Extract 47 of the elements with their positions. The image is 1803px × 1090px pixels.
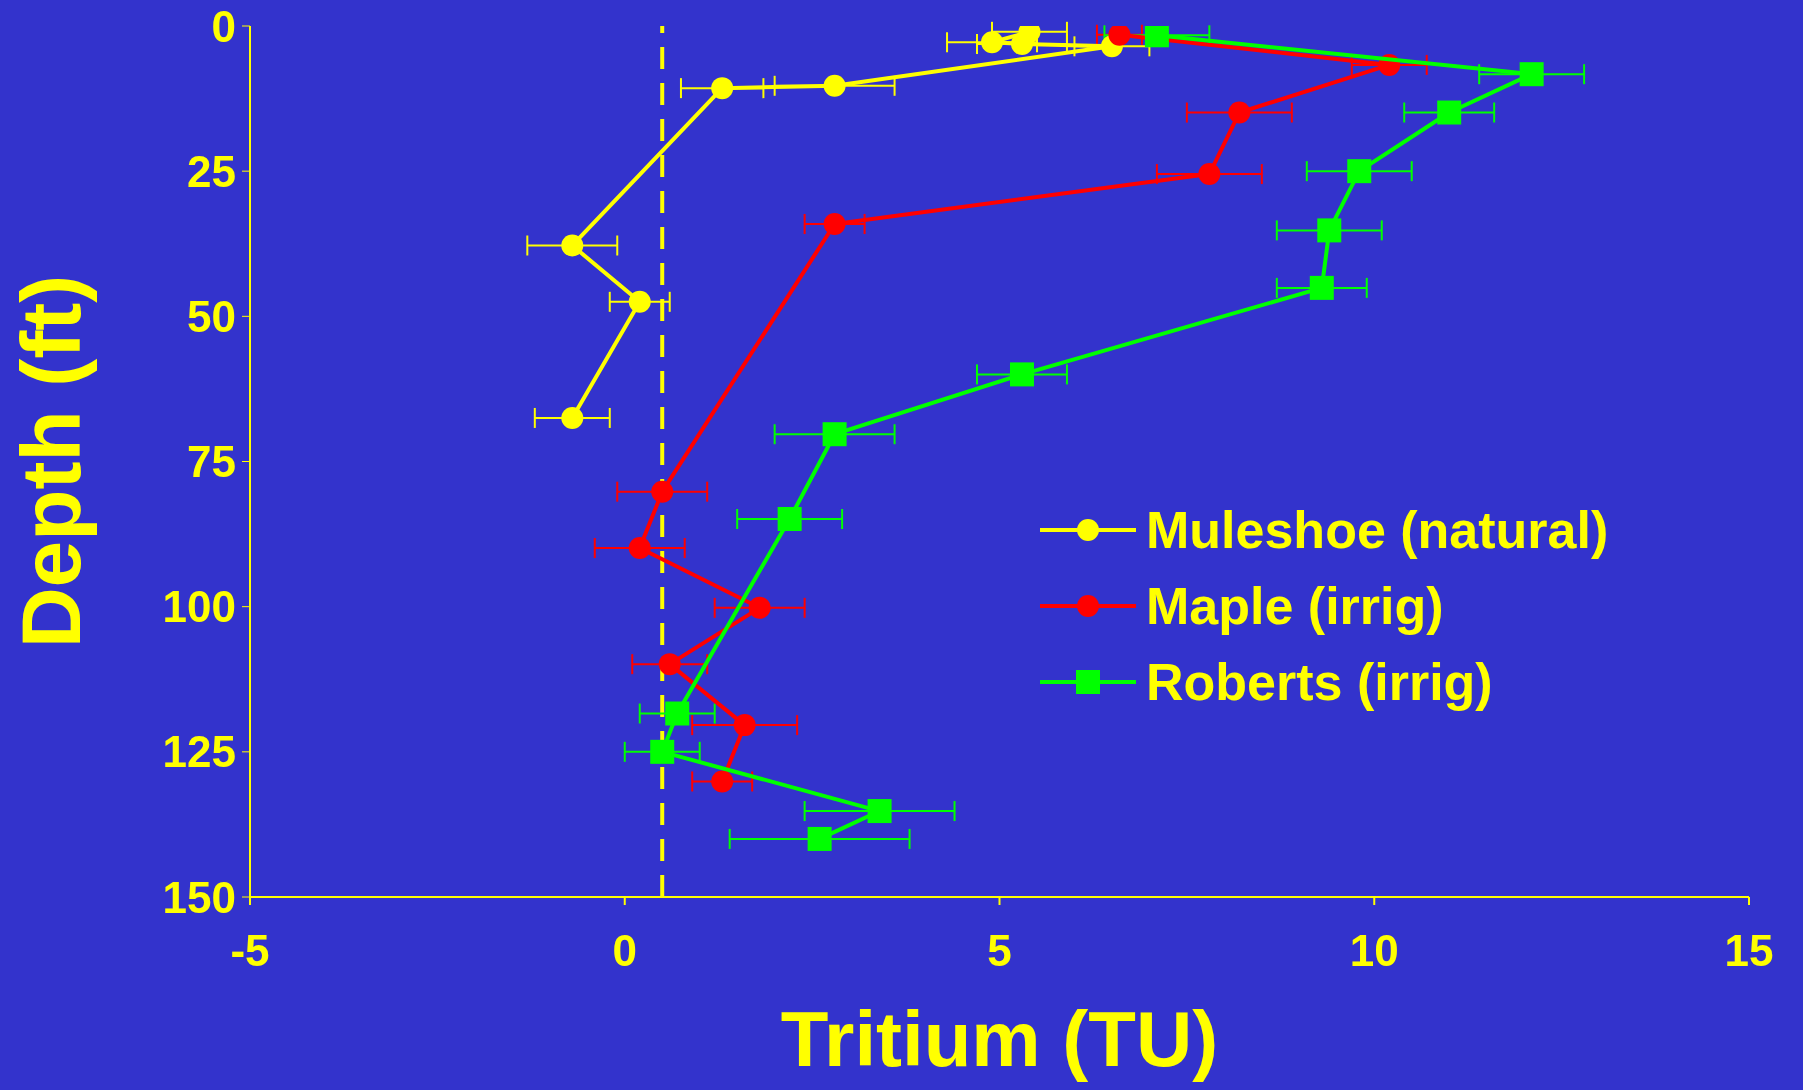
point bbox=[711, 77, 734, 100]
point bbox=[1228, 101, 1251, 124]
legend-label: Roberts (irrig) bbox=[1146, 652, 1493, 712]
y-tick-label: 125 bbox=[162, 727, 236, 777]
point bbox=[711, 770, 734, 793]
x-tick-label: -5 bbox=[230, 926, 270, 976]
point bbox=[665, 701, 690, 726]
point bbox=[1347, 159, 1372, 184]
y-tick-label: 0 bbox=[211, 1, 236, 51]
y-tick-label: 150 bbox=[162, 872, 236, 922]
x-tick-label: 0 bbox=[612, 926, 637, 976]
point bbox=[628, 290, 651, 313]
y-tick-label: 75 bbox=[187, 437, 236, 487]
point bbox=[1309, 275, 1334, 300]
point bbox=[658, 653, 681, 676]
x-tick-label: 10 bbox=[1349, 926, 1399, 976]
y-axis-title: Depth (ft) bbox=[3, 274, 98, 649]
y-tick-label: 25 bbox=[187, 146, 236, 196]
x-tick-label: 15 bbox=[1724, 926, 1774, 976]
point bbox=[1009, 362, 1034, 387]
point bbox=[561, 234, 584, 257]
point bbox=[981, 31, 1004, 54]
point bbox=[1144, 26, 1169, 48]
point bbox=[651, 480, 674, 503]
legend-label: Maple (irrig) bbox=[1146, 576, 1444, 636]
point bbox=[823, 74, 846, 97]
point bbox=[628, 537, 651, 560]
x-axis-title: Tritium (TU) bbox=[780, 995, 1219, 1083]
point bbox=[823, 213, 846, 236]
point bbox=[1519, 62, 1544, 87]
legend-label: Muleshoe (natural) bbox=[1146, 500, 1609, 560]
point bbox=[1317, 218, 1342, 243]
y-tick-label: 50 bbox=[187, 291, 236, 341]
point bbox=[1437, 100, 1462, 125]
point bbox=[867, 799, 892, 824]
point bbox=[1198, 163, 1221, 186]
point bbox=[807, 826, 832, 851]
point bbox=[650, 739, 675, 764]
point bbox=[822, 422, 847, 447]
point bbox=[733, 714, 756, 737]
point bbox=[748, 596, 771, 619]
point bbox=[561, 406, 584, 429]
point bbox=[777, 506, 802, 531]
point bbox=[1010, 33, 1033, 55]
x-tick-label: 5 bbox=[987, 926, 1012, 976]
y-tick-label: 100 bbox=[162, 582, 236, 632]
point bbox=[1108, 26, 1131, 46]
